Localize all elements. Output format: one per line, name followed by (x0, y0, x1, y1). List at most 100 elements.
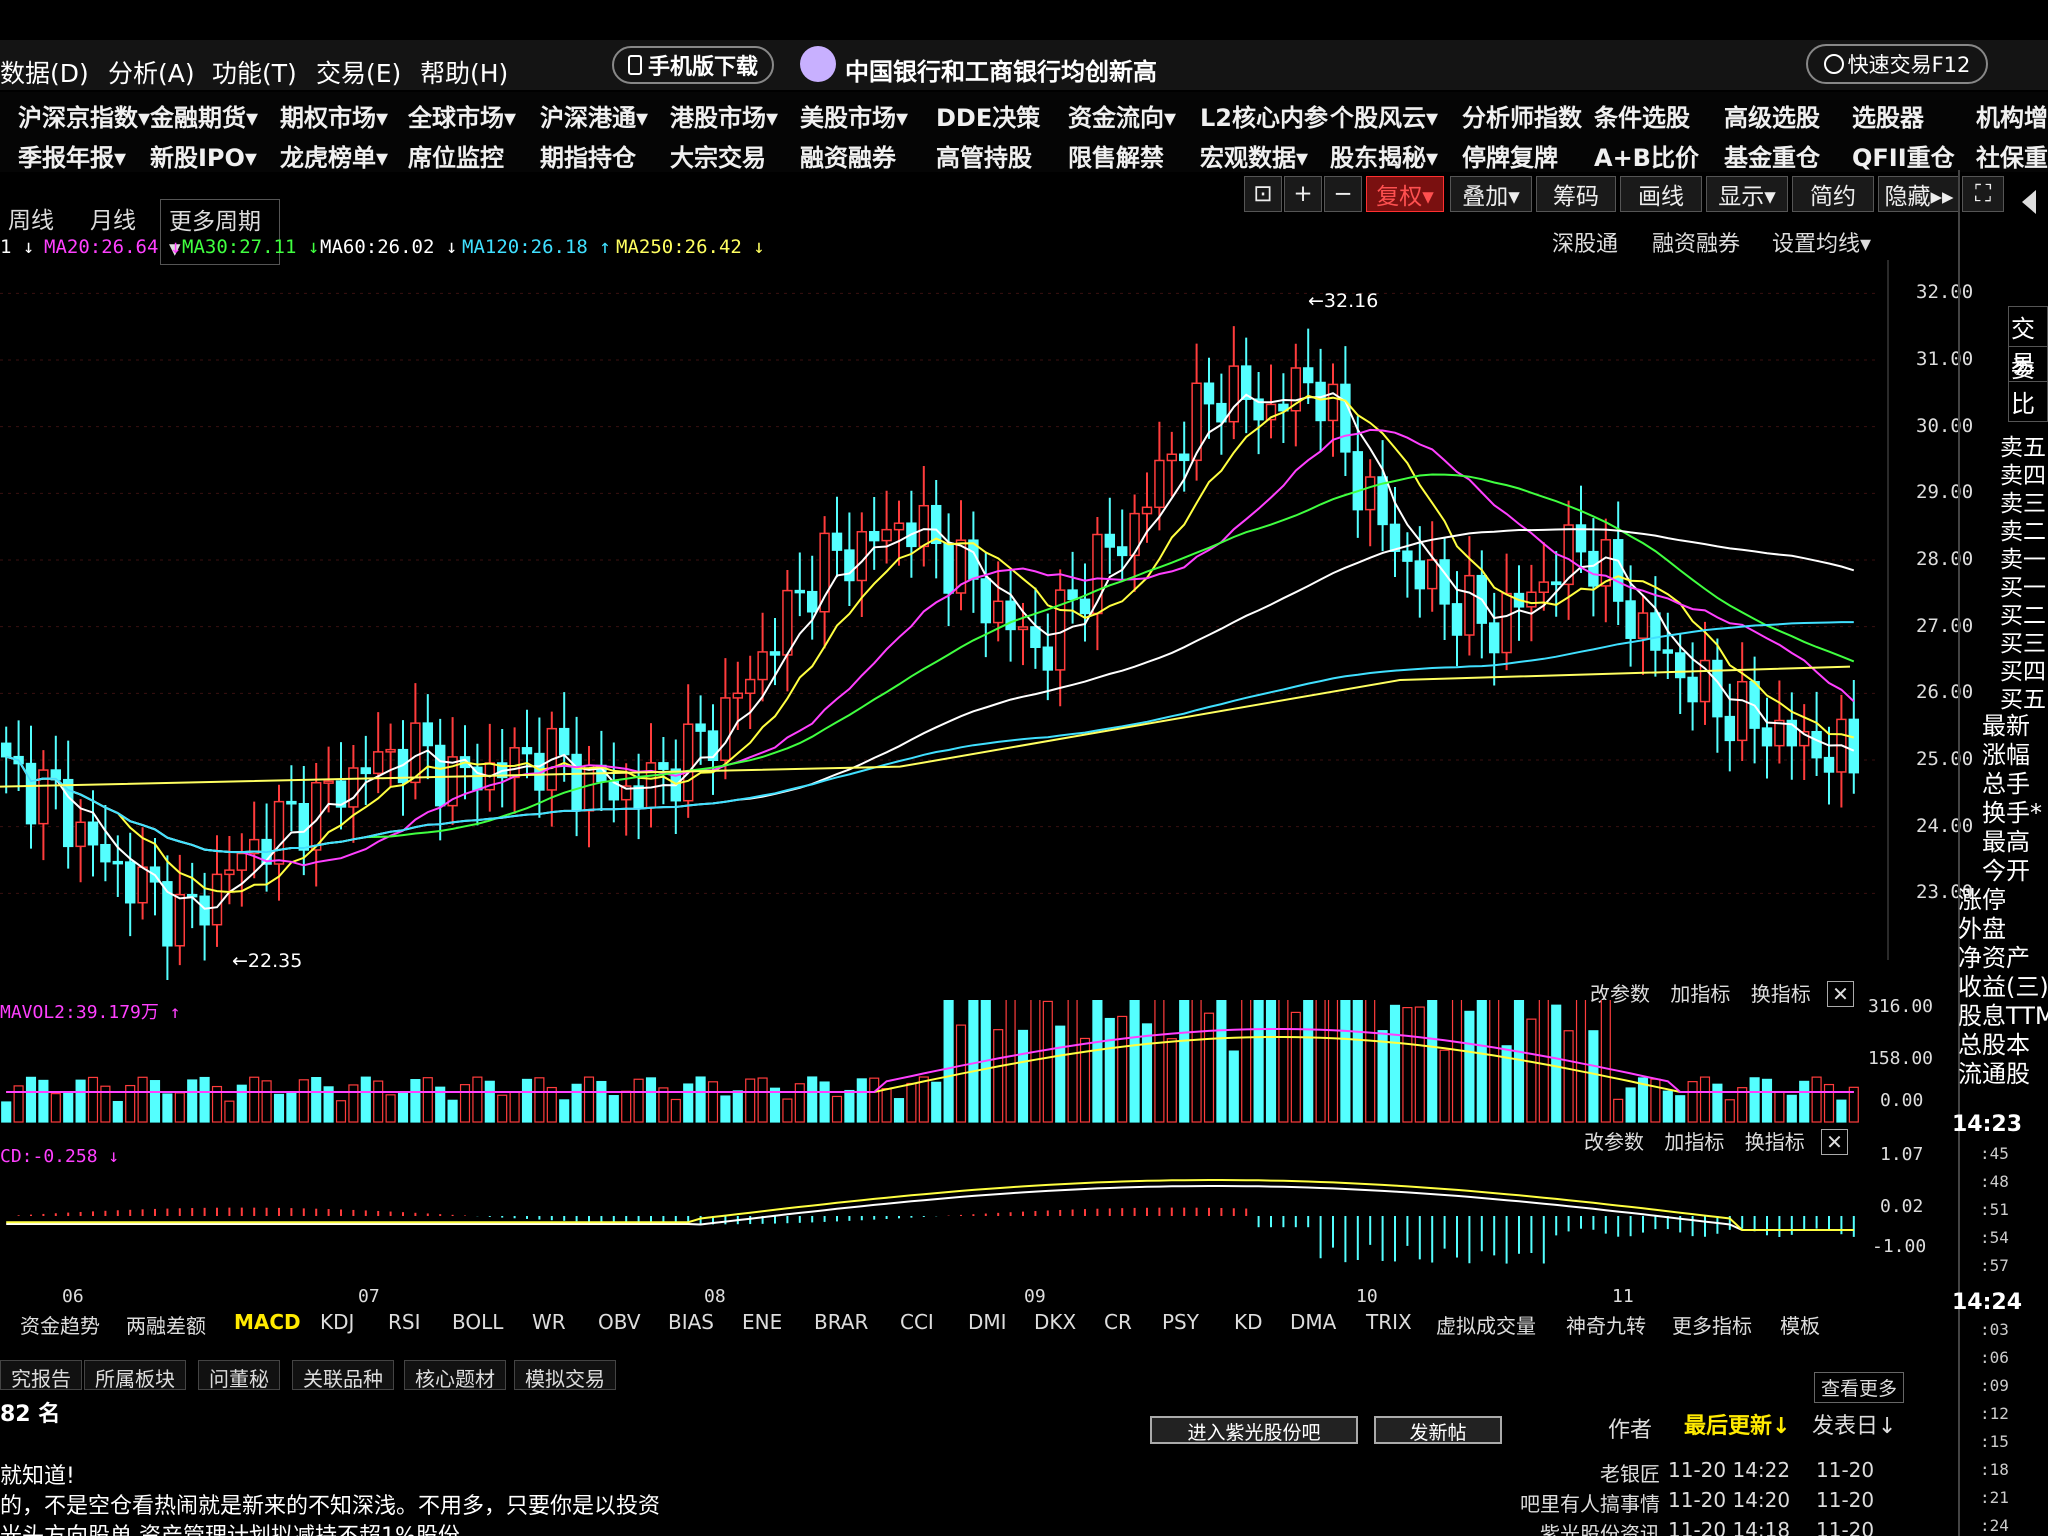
indicator-tab[interactable]: BIAS (668, 1310, 714, 1334)
menu-help[interactable]: 帮助(H) (420, 59, 509, 88)
lock-button[interactable]: ⊡ (1244, 176, 1282, 212)
draw-line-button[interactable]: 画线 (1620, 176, 1702, 212)
indicator-tab[interactable]: KD (1234, 1310, 1263, 1334)
menu-analysis[interactable]: 分析(A) (108, 59, 195, 88)
forum-enter-button[interactable]: 进入紫光股份吧 (1150, 1416, 1358, 1444)
info-tab[interactable]: 核心题材 (404, 1360, 506, 1391)
hide-button[interactable]: 隐藏▸▸ (1878, 176, 1960, 212)
post-author[interactable]: 紫光股份资讯 (1540, 1522, 1660, 1536)
nav-row2-item[interactable]: 基金重仓 (1724, 144, 1820, 172)
nav-row2-item[interactable]: 限售解禁 (1068, 144, 1164, 172)
close-icon[interactable]: ✕ (1821, 1129, 1848, 1155)
info-tab[interactable]: 关联品种 (292, 1360, 394, 1391)
nav-row1-item[interactable]: 机构增 (1976, 104, 2048, 132)
nav-row1-item[interactable]: 选股器 (1852, 104, 1924, 132)
nav-row2-item[interactable]: 席位监控 (408, 144, 504, 172)
info-tab[interactable]: 模拟交易 (514, 1360, 616, 1391)
indicator-tab[interactable]: DMI (968, 1310, 1007, 1334)
display-button[interactable]: 显示▾ (1706, 176, 1788, 212)
macd-chart[interactable] (0, 1140, 1900, 1280)
post-author[interactable]: 老银匠 (1600, 1462, 1660, 1486)
fullscreen-button[interactable]: ⛶ (1962, 176, 2004, 212)
tab-monthly[interactable]: 月线 (90, 208, 136, 234)
indicator-tab[interactable]: PSY (1162, 1310, 1199, 1334)
change-params-button[interactable]: 改参数 (1590, 982, 1650, 1006)
forum-header-date[interactable]: 发表日↓ (1812, 1414, 1897, 1439)
indicator-tab[interactable]: 模板 (1780, 1314, 1820, 1338)
nav-row1-item[interactable]: 条件选股 (1594, 104, 1690, 132)
indicator-tab[interactable]: RSI (388, 1310, 421, 1334)
indicator-tab[interactable]: BRAR (814, 1310, 869, 1334)
nav-row1-item[interactable]: 沪深港通▾ (540, 104, 649, 132)
nav-row1-item[interactable]: 个股风云▾ (1330, 104, 1439, 132)
indicator-tab[interactable]: 两融差额 (126, 1314, 206, 1338)
indicator-tab[interactable]: 资金趋势 (20, 1314, 100, 1338)
link-set-ma[interactable]: 设置均线▾ (1772, 232, 1872, 257)
change-params-button[interactable]: 改参数 (1584, 1130, 1644, 1154)
indicator-tab[interactable]: 虚拟成交量 (1436, 1314, 1536, 1338)
indicator-tab[interactable]: CR (1104, 1310, 1132, 1334)
swap-indicator-button[interactable]: 换指标 (1750, 982, 1811, 1006)
nav-row1-item[interactable]: 美股市场▾ (800, 104, 909, 132)
nav-row1-item[interactable]: 沪深京指数▾ (18, 104, 151, 132)
nav-row2-item[interactable]: 高管持股 (936, 144, 1032, 172)
nav-row1-item[interactable]: 全球市场▾ (408, 104, 517, 132)
indicator-tab[interactable]: 更多指标 (1672, 1314, 1752, 1338)
zoom-in-button[interactable]: + (1284, 176, 1322, 212)
nav-row1-item[interactable]: 高级选股 (1724, 104, 1820, 132)
menu-data[interactable]: 数据(D) (0, 59, 89, 88)
post-title[interactable]: 的，不是空仓看热闹就是新来的不知深浅。不用多，只要你是以投资 (0, 1494, 661, 1519)
indicator-tab[interactable]: TRIX (1366, 1310, 1412, 1334)
quick-trade-button[interactable]: 快速交易F12 (1806, 44, 1988, 84)
nav-row2-item[interactable]: 季报年报▾ (18, 144, 127, 172)
nav-row1-item[interactable]: 港股市场▾ (670, 104, 779, 132)
kline-chart[interactable] (0, 260, 1900, 980)
indicator-tab[interactable]: BOLL (452, 1310, 504, 1334)
post-author[interactable]: 吧里有人搞事情 (1520, 1492, 1660, 1516)
nav-row1-item[interactable]: 期权市场▾ (280, 104, 389, 132)
info-tab[interactable]: 所属板块 (84, 1360, 186, 1391)
link-margin[interactable]: 融资融券 (1652, 232, 1741, 257)
overlay-button[interactable]: 叠加▾ (1450, 176, 1532, 212)
new-post-button[interactable]: 发新帖 (1374, 1416, 1502, 1444)
nav-row1-item[interactable]: 资金流向▾ (1068, 104, 1177, 132)
nav-row2-item[interactable]: 期指持仓 (540, 144, 636, 172)
nav-row1-item[interactable]: 金融期货▾ (150, 104, 259, 132)
add-indicator-button[interactable]: 加指标 (1664, 1130, 1725, 1154)
nav-row1-item[interactable]: DDE决策 (936, 104, 1041, 132)
indicator-tab[interactable]: MACD (234, 1310, 301, 1334)
nav-row2-item[interactable]: 新股IPO▾ (150, 144, 257, 172)
mobile-download-button[interactable]: 手机版下载 (612, 46, 774, 84)
indicator-tab[interactable]: ENE (742, 1310, 783, 1334)
link-sgt[interactable]: 深股通 (1552, 232, 1619, 257)
post-title[interactable]: 光头方向股单 资产管理计划拟减持不超1%股份 (0, 1518, 460, 1536)
nav-row2-item[interactable]: A+B比价 (1594, 144, 1699, 172)
see-more-button[interactable]: 查看更多 (1814, 1372, 1905, 1403)
zoom-out-button[interactable]: − (1324, 176, 1362, 212)
menu-trade[interactable]: 交易(E) (316, 59, 402, 88)
nav-row2-item[interactable]: 股东揭秘▾ (1330, 144, 1439, 172)
close-icon[interactable]: ✕ (1827, 981, 1854, 1007)
indicator-tab[interactable]: 神奇九转 (1566, 1314, 1646, 1338)
indicator-tab[interactable]: OBV (598, 1310, 641, 1334)
collapse-arrow-icon[interactable] (2022, 190, 2036, 214)
nav-row2-item[interactable]: 社保重 (1976, 144, 2048, 172)
volume-chart[interactable] (0, 1000, 1900, 1130)
tab-weekly[interactable]: 周线 (8, 208, 54, 234)
chips-button[interactable]: 筹码 (1536, 176, 1616, 212)
forum-header-updated[interactable]: 最后更新↓ (1684, 1414, 1791, 1439)
nav-row2-item[interactable]: 龙虎榜单▾ (280, 144, 389, 172)
info-tab[interactable]: 问董秘 (198, 1360, 280, 1391)
nav-row1-item[interactable]: L2核心内参 (1200, 104, 1328, 132)
indicator-tab[interactable]: CCI (900, 1310, 934, 1334)
tab-more-periods[interactable]: 更多周期▾ (160, 199, 280, 265)
news-ticker[interactable]: 中国银行和工商银行均创新高 (845, 58, 1157, 86)
side-tab-weibi[interactable]: 委比 (2008, 346, 2048, 422)
nav-row2-item[interactable]: 停牌复牌 (1462, 144, 1558, 172)
indicator-tab[interactable]: WR (532, 1310, 566, 1334)
nav-row2-item[interactable]: QFII重仓 (1852, 144, 1955, 172)
fuquan-button[interactable]: 复权▾ (1366, 176, 1444, 212)
add-indicator-button[interactable]: 加指标 (1670, 982, 1731, 1006)
indicator-tab[interactable]: KDJ (320, 1310, 355, 1334)
post-title[interactable]: 就知道! (0, 1464, 75, 1489)
